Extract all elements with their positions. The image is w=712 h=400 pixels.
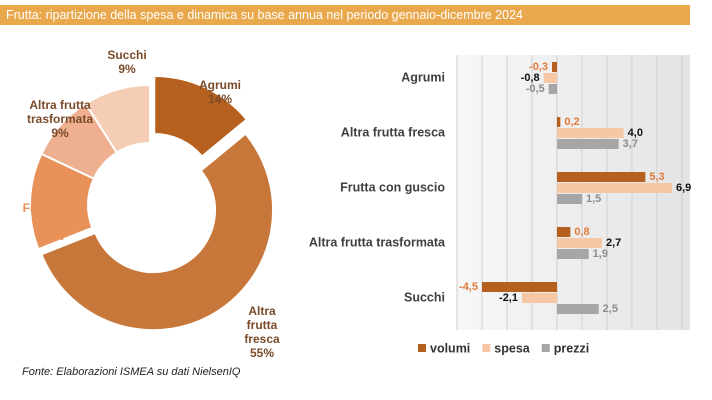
value-label: -0,3 (529, 61, 548, 73)
slice-percent: 55% (249, 346, 275, 360)
slice-percent: 14% (207, 92, 233, 106)
value-label: -4,5 (459, 281, 478, 293)
slice-percent: 9% (118, 62, 136, 76)
category-label: Agrumi (401, 70, 445, 84)
legend-swatch (418, 344, 426, 352)
value-label: 0,2 (564, 116, 579, 128)
category-label: Succhi (404, 290, 445, 304)
bar (522, 293, 557, 303)
legend-swatch (482, 344, 491, 352)
slice-label: Succhi 9% (82, 48, 172, 76)
bar (543, 73, 557, 83)
donut-slice (153, 74, 249, 158)
slice-category: Altra frutta trasformata (26, 98, 94, 126)
value-label: 1,5 (586, 193, 601, 205)
legend-label: spesa (494, 341, 530, 355)
value-label: 2,7 (606, 237, 621, 249)
bar (557, 194, 582, 204)
value-label: 3,7 (623, 138, 638, 150)
category-label: Frutta con guscio (340, 180, 445, 194)
slice-label: Altra frutta trasformata 9% (20, 98, 100, 140)
value-label: 6,9 (676, 182, 691, 194)
bar (557, 128, 624, 138)
bar (557, 227, 571, 237)
bar (557, 183, 672, 193)
slice-category: Agrumi (199, 78, 241, 92)
value-label: -0,5 (526, 83, 545, 95)
bar (557, 117, 561, 127)
legend-swatch (541, 344, 550, 352)
value-label: 2,5 (603, 303, 618, 315)
bar (557, 304, 599, 314)
slice-category: Frutta con guscio (22, 201, 82, 229)
slice-label: Altra frutta fresca 55% (232, 304, 292, 360)
legend-label: prezzi (554, 341, 589, 355)
slice-category: Altra frutta fresca (244, 304, 280, 346)
category-label: Altra frutta fresca (341, 125, 446, 139)
title-banner: Frutta: ripartizione della spesa e dinam… (0, 5, 690, 25)
slice-label: Frutta con guscio 13% (12, 201, 92, 243)
category-label: Altra frutta trasformata (309, 235, 446, 249)
bar (557, 172, 646, 182)
legend-label: volumi (430, 341, 470, 355)
bar (557, 249, 589, 259)
value-label: 1,9 (593, 248, 608, 260)
slice-category: Succhi (107, 48, 147, 62)
bar (482, 282, 557, 292)
slice-percent: 9% (51, 126, 69, 140)
donut-slice (84, 83, 151, 155)
value-label: -2,1 (499, 292, 518, 304)
source-note: Fonte: Elaborazioni ISMEA su dati Nielse… (22, 366, 241, 378)
donut-slice (40, 132, 275, 332)
bar (557, 139, 619, 149)
slice-percent: 13% (39, 229, 65, 243)
value-label: 0,8 (574, 226, 589, 238)
value-label: 4,0 (628, 127, 643, 139)
value-label: -0,8 (521, 72, 540, 84)
value-label: 5,3 (649, 171, 664, 183)
bar (557, 238, 602, 248)
slice-label: Agrumi 14% (175, 78, 265, 106)
bar (552, 62, 557, 72)
bar (548, 84, 557, 94)
